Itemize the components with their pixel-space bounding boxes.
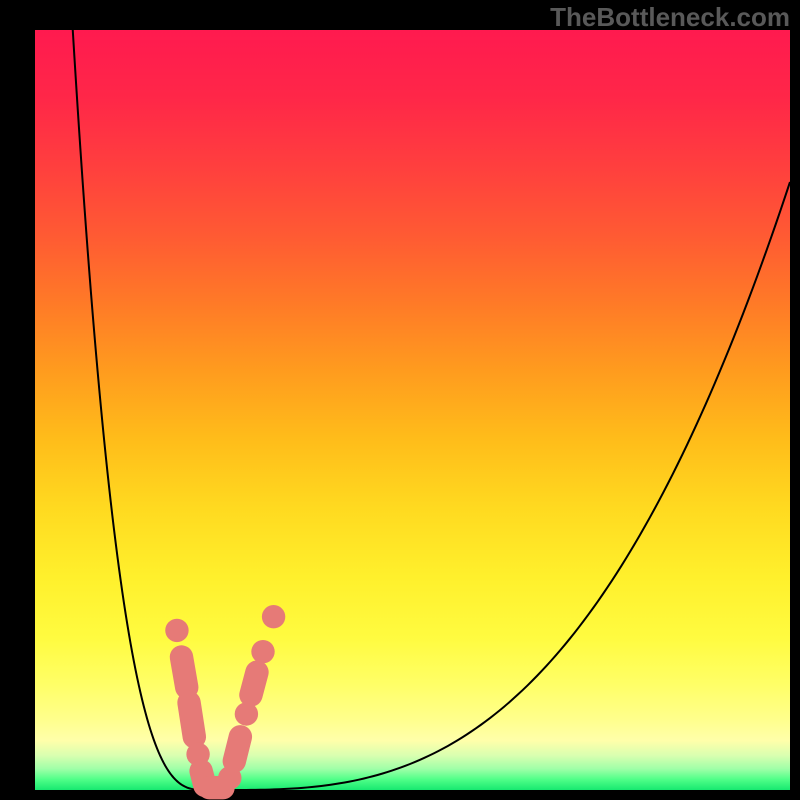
data-marker [262, 605, 285, 628]
chart-stage: TheBottleneck.com [0, 0, 800, 800]
data-marker [251, 640, 274, 663]
data-marker [251, 672, 257, 695]
data-marker [165, 619, 188, 642]
chart-overlay [35, 30, 790, 790]
plot-area [35, 30, 790, 790]
watermark-text: TheBottleneck.com [550, 2, 790, 33]
data-marker [234, 737, 240, 761]
data-marker [181, 657, 186, 687]
data-marker [189, 703, 194, 737]
